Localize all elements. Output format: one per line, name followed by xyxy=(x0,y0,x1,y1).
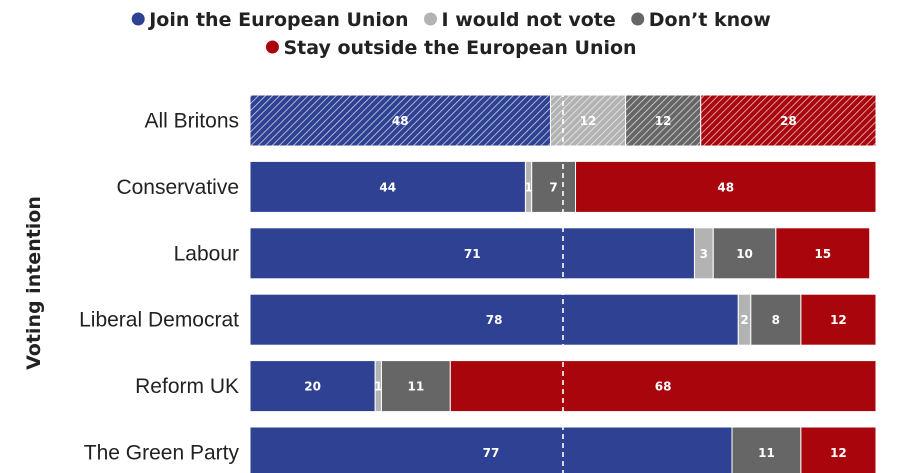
value-label-stay-outside-the-european-union-liberal-democrat: 12 xyxy=(830,313,847,327)
bar-don-t-know-labour xyxy=(712,227,777,280)
bar-row-the-green-party: 77 11 12 xyxy=(249,426,877,473)
value-label-join-the-european-union-all-britons: 48 xyxy=(392,114,409,128)
category-label-liberal-democrat: Liberal Democrat xyxy=(79,309,239,332)
bar-stay-outside-the-european-union-conservative xyxy=(575,160,877,213)
value-label-stay-outside-the-european-union-conservative: 48 xyxy=(717,180,734,194)
value-label-don-t-know-conservative: 7 xyxy=(549,180,557,194)
bar-hatch-stay-outside-the-european-union xyxy=(700,95,876,146)
value-label-join-the-european-union-the-green-party: 77 xyxy=(483,446,500,460)
value-label-i-would-not-vote-all-britons: 12 xyxy=(580,114,597,128)
value-label-don-t-know-reform-uk: 11 xyxy=(408,380,425,394)
legend-item-stay-outside-the-european-union: Stay outside the European Union xyxy=(265,37,637,59)
bar-row-labour: 71 3 10 15 xyxy=(249,227,871,280)
bar-hatch-don-t-know xyxy=(625,95,701,146)
value-label-don-t-know-the-green-party: 11 xyxy=(758,446,775,460)
category-label-labour: Labour xyxy=(174,242,239,265)
bar-don-t-know-the-green-party xyxy=(731,426,802,473)
bar-stay-outside-the-european-union-the-green-party xyxy=(800,426,877,473)
legend-label-stay-outside-the-european-union: Stay outside the European Union xyxy=(283,37,636,59)
value-label-don-t-know-all-britons: 12 xyxy=(655,114,672,128)
value-label-stay-outside-the-european-union-labour: 15 xyxy=(814,247,831,261)
bar-join-the-european-union-reform-uk xyxy=(249,360,376,413)
bar-don-t-know-reform-uk xyxy=(380,360,451,413)
value-label-i-would-not-vote-liberal-democrat: 2 xyxy=(740,313,748,327)
value-label-stay-outside-the-european-union-the-green-party: 12 xyxy=(830,446,847,460)
bar-stay-outside-the-european-union-labour xyxy=(775,227,871,280)
y-axis-label: Voting intention xyxy=(23,196,45,370)
category-label-the-green-party: The Green Party xyxy=(84,442,240,465)
value-label-join-the-european-union-liberal-democrat: 78 xyxy=(486,313,503,327)
bar-hatch-join-the-european-union xyxy=(250,95,551,146)
value-label-join-the-european-union-labour: 71 xyxy=(464,247,481,261)
bar-join-the-european-union-liberal-democrat xyxy=(249,293,739,346)
legend-line-1: Join the European Union I would not vote D… xyxy=(131,9,771,31)
legend-item-join-the-european-union: Join the European Union xyxy=(131,9,409,31)
value-label-i-would-not-vote-labour: 3 xyxy=(700,247,708,261)
value-label-i-would-not-vote-conservative: 1 xyxy=(524,180,532,194)
legend-label-join-the-european-union: Join the European Union xyxy=(147,9,408,31)
value-label-join-the-european-union-reform-uk: 20 xyxy=(304,380,321,394)
bar-row-liberal-democrat: 78 2 8 12 xyxy=(249,293,877,346)
value-label-stay-outside-the-european-union-reform-uk: 68 xyxy=(655,380,672,394)
category-labels: All Britons Conservative Labour Liberal Dem… xyxy=(79,110,239,465)
bar-row-reform-uk: 20 1 11 68 xyxy=(249,360,877,413)
legend-label-i-would-not-vote: I would not vote xyxy=(442,9,616,31)
bar-join-the-european-union-conservative xyxy=(249,160,526,213)
legend-swatch-i-would-not-vote xyxy=(424,12,438,26)
bar-row-conservative: 44 1 7 48 xyxy=(249,160,877,213)
chart-legend: Join the European Union I would not vote D… xyxy=(131,9,771,59)
legend-swatch-don-t-know xyxy=(631,12,645,26)
category-label-reform-uk: Reform UK xyxy=(135,375,239,398)
bar-join-the-european-union-labour xyxy=(249,227,695,280)
value-label-don-t-know-liberal-democrat: 8 xyxy=(772,313,780,327)
value-label-i-would-not-vote-reform-uk: 1 xyxy=(374,380,382,394)
value-label-don-t-know-labour: 10 xyxy=(736,247,753,261)
legend-item-don-t-know: Don’t know xyxy=(631,9,771,31)
bar-stay-outside-the-european-union-reform-uk xyxy=(449,360,877,413)
legend-item-i-would-not-vote: I would not vote xyxy=(424,9,616,31)
legend-swatch-join-the-european-union xyxy=(131,12,145,26)
legend-label-don-t-know: Don’t know xyxy=(649,9,771,31)
category-label-all-britons: All Britons xyxy=(144,110,239,133)
legend-line-2: Stay outside the European Union xyxy=(265,37,637,59)
bar-stay-outside-the-european-union-liberal-democrat xyxy=(800,293,877,346)
legend-swatch-stay-outside-the-european-union xyxy=(265,40,279,54)
value-label-join-the-european-union-conservative: 44 xyxy=(379,180,396,194)
value-label-stay-outside-the-european-union-all-britons: 28 xyxy=(780,114,797,128)
category-label-conservative: Conservative xyxy=(116,176,239,199)
